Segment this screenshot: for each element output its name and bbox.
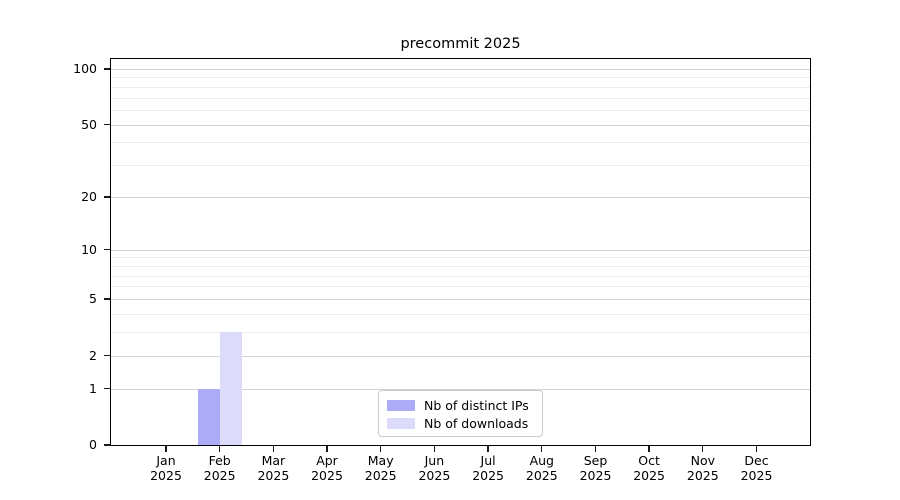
y-tick-mark: [104, 123, 110, 126]
x-tick-mark: [755, 446, 758, 452]
minor-gridline: [111, 77, 810, 79]
x-tick-label: Sep 2025: [579, 453, 612, 483]
x-tick-mark: [433, 446, 436, 452]
minor-gridline: [111, 110, 810, 111]
minor-gridline: [111, 142, 810, 144]
major-gridline: [111, 355, 810, 357]
legend-label-downloads: Nb of downloads: [424, 415, 529, 431]
y-tick-label: 100: [73, 60, 97, 76]
legend-swatch-distinct-ips: [387, 399, 415, 411]
x-tick-mark: [272, 446, 275, 452]
x-tick-mark: [594, 446, 597, 452]
y-tick-label: 0: [89, 437, 97, 452]
major-gridline: [111, 124, 810, 126]
y-tick-mark: [104, 196, 110, 198]
y-tick-label: 20: [81, 188, 97, 204]
x-tick-label: Feb 2025: [203, 453, 236, 483]
minor-gridline: [111, 313, 810, 315]
x-tick-label: Jun 2025: [418, 453, 451, 483]
y-tick-mark: [104, 444, 110, 446]
x-tick-mark: [702, 446, 704, 452]
x-tick-label: Aug 2025: [525, 453, 558, 483]
y-tick-mark: [104, 387, 110, 390]
legend-item-distinct-ips: Nb of distinct IPs: [387, 397, 534, 413]
major-gridline: [111, 68, 810, 70]
x-tick-label: Dec 2025: [740, 453, 773, 483]
minor-gridline: [111, 86, 810, 88]
legend-item-downloads: Nb of downloads: [387, 415, 534, 431]
legend-label-distinct-ips: Nb of distinct IPs: [424, 397, 529, 413]
y-tick-mark: [104, 354, 110, 357]
x-tick-mark: [648, 446, 650, 452]
x-tick-label: Mar 2025: [257, 453, 290, 483]
minor-gridline: [111, 332, 810, 333]
minor-gridline: [111, 257, 810, 259]
x-tick-mark: [165, 446, 167, 452]
y-tick-label: 10: [81, 241, 97, 257]
major-gridline: [111, 249, 810, 251]
major-gridline: [111, 196, 810, 198]
x-tick-mark: [487, 446, 489, 452]
major-gridline: [111, 299, 810, 300]
x-tick-mark: [326, 446, 328, 452]
legend: Nb of distinct IPs Nb of downloads: [378, 390, 543, 437]
x-tick-label: Jan 2025: [150, 453, 182, 483]
x-tick-mark: [541, 446, 543, 452]
x-tick-mark: [219, 446, 221, 452]
minor-gridline: [111, 165, 810, 167]
y-tick-label: 1: [89, 380, 97, 396]
y-tick-label: 50: [81, 116, 97, 132]
minor-gridline: [111, 97, 810, 99]
y-tick-mark: [104, 68, 110, 70]
minor-gridline: [111, 275, 810, 277]
x-tick-label: Nov 2025: [686, 453, 719, 483]
x-tick-label: May 2025: [364, 453, 397, 483]
x-tick-mark: [380, 446, 382, 452]
x-tick-label: Apr 2025: [311, 453, 343, 483]
x-tick-label: Jul 2025: [472, 453, 504, 483]
bar-downloads: [219, 332, 242, 445]
x-tick-label: Oct 2025: [633, 453, 665, 483]
minor-gridline: [111, 286, 810, 288]
y-tick-mark: [104, 298, 110, 300]
chart-title: precommit 2025: [400, 36, 521, 52]
y-tick-label: 5: [89, 291, 97, 306]
bar-distinct-ips: [197, 388, 220, 445]
legend-swatch-downloads: [387, 417, 415, 429]
y-tick-label: 2: [89, 347, 97, 363]
minor-gridline: [111, 265, 810, 267]
y-tick-mark: [104, 248, 110, 251]
